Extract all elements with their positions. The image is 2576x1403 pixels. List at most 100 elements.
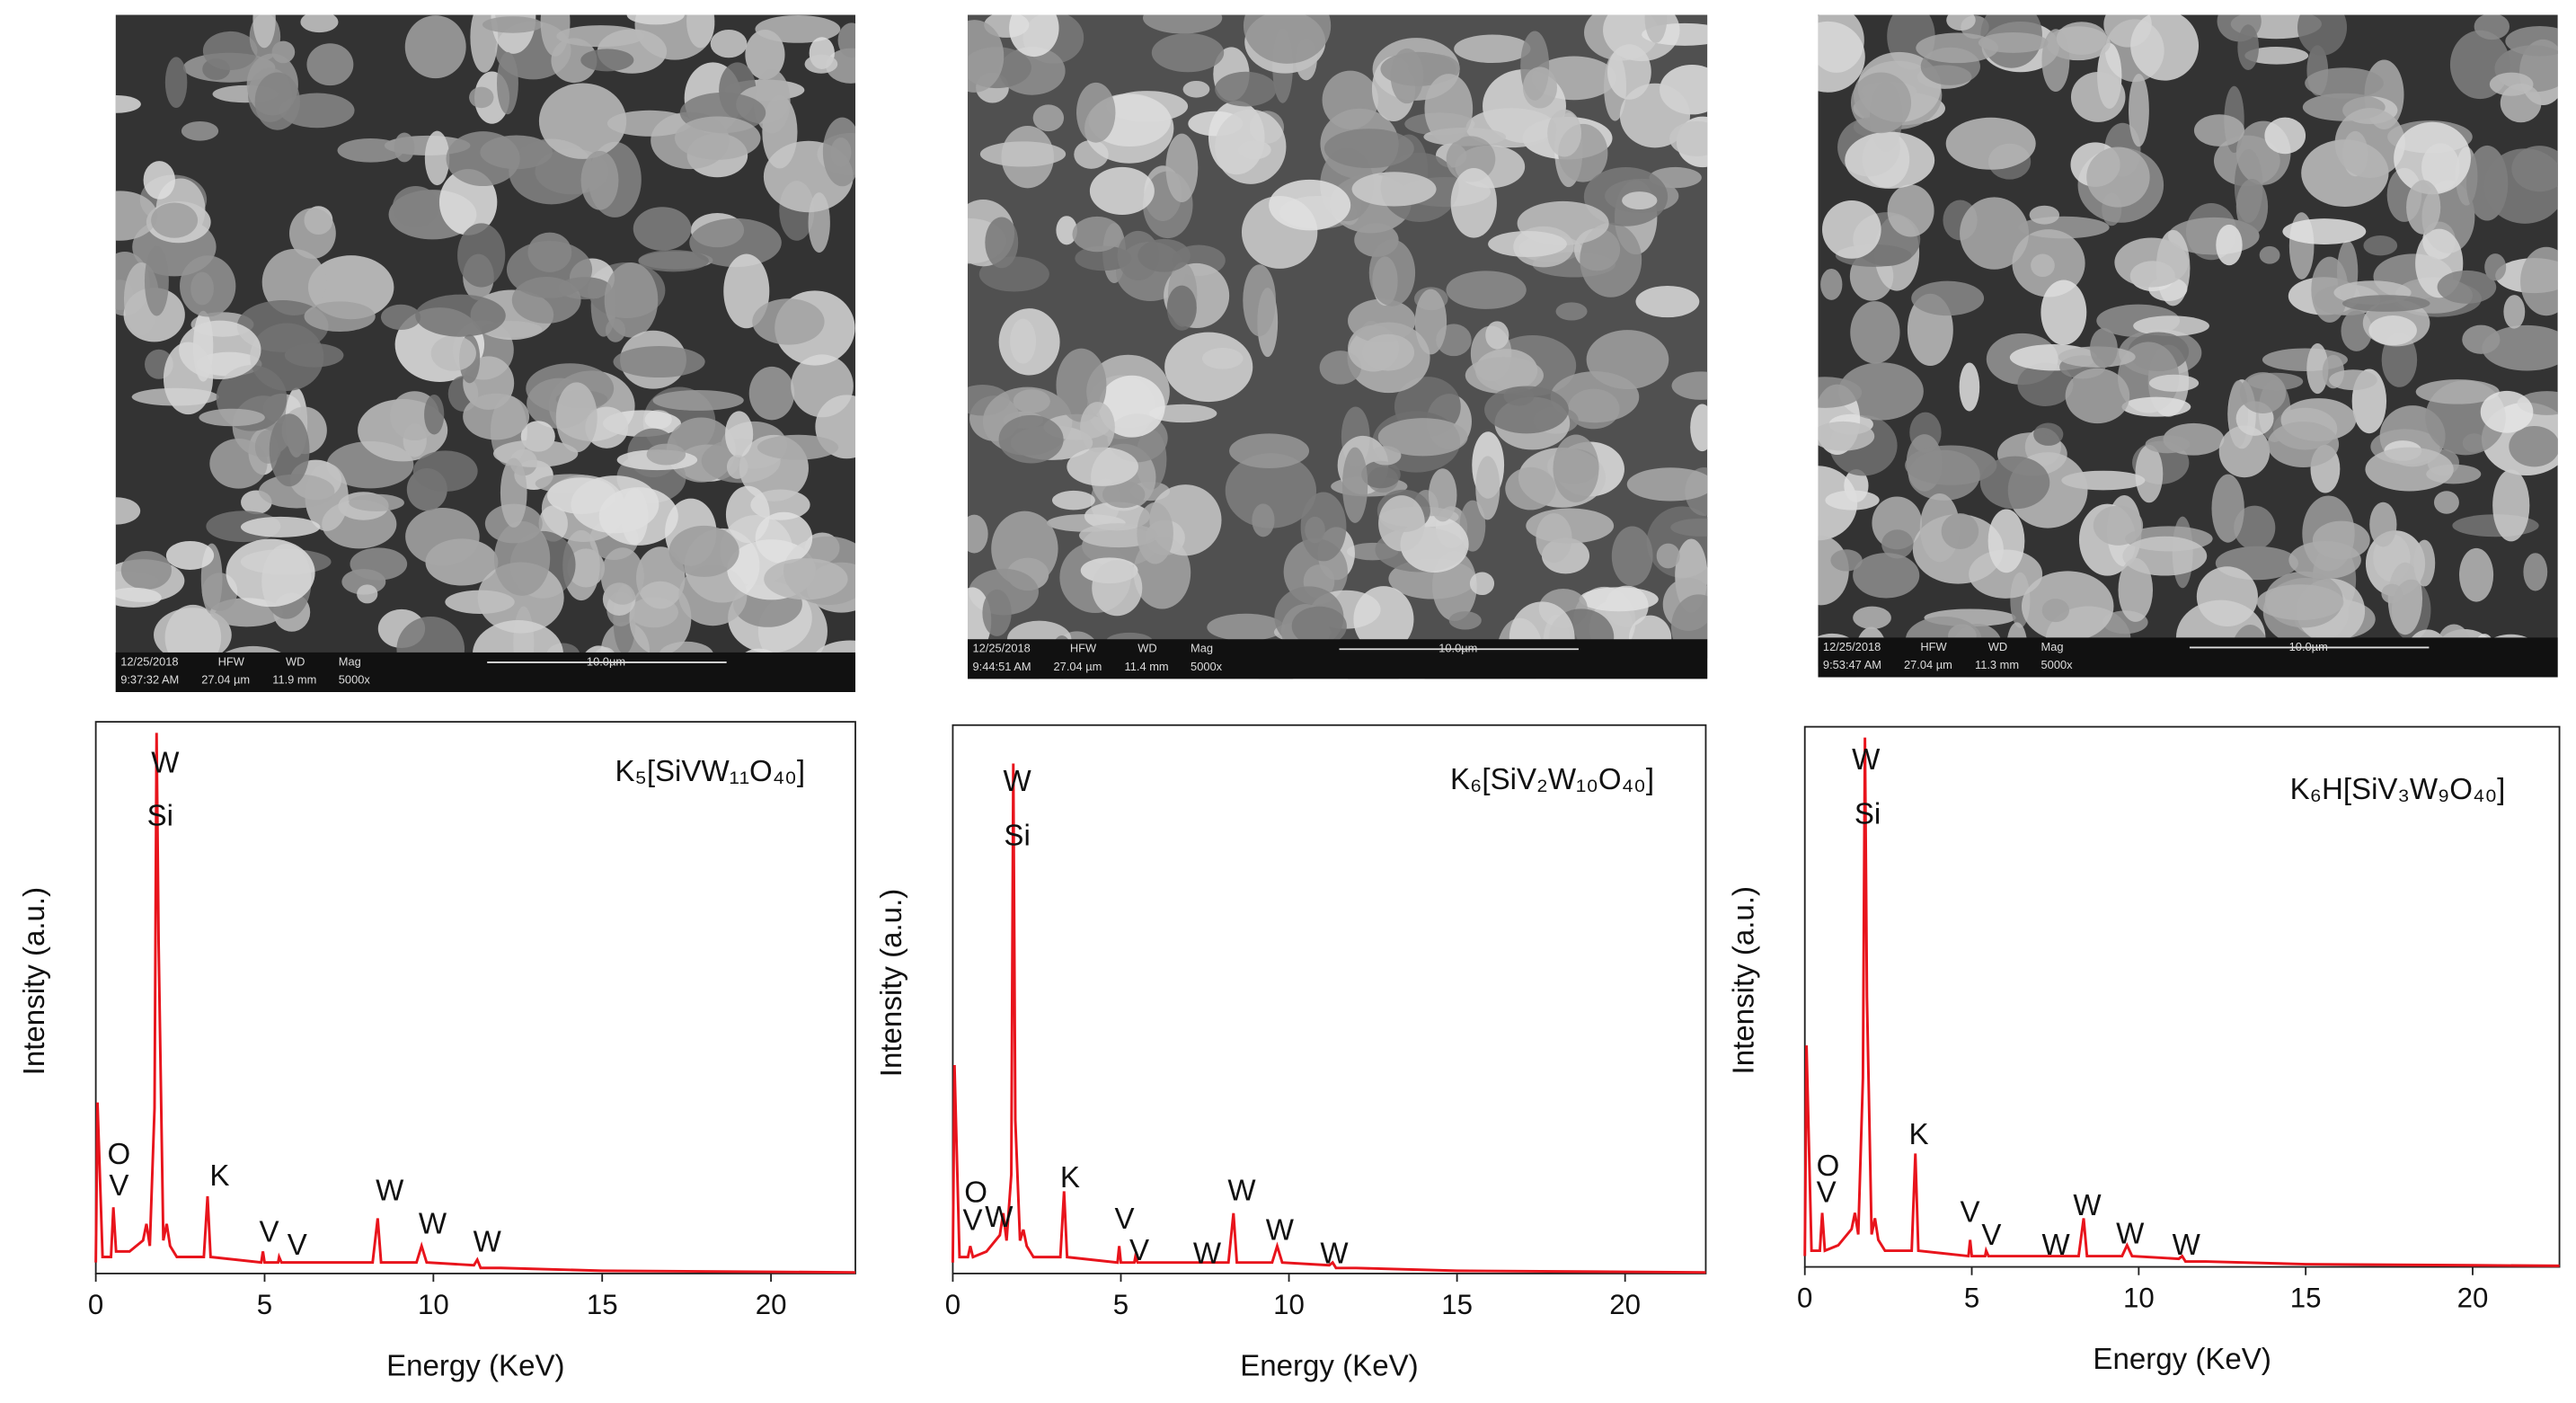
info-text: HFW <box>1920 640 1947 653</box>
particle <box>755 14 841 43</box>
particle <box>967 514 988 554</box>
info-text: 27.04 µm <box>201 673 250 687</box>
particle <box>1818 21 1865 93</box>
peak-label: W <box>2173 1229 2201 1262</box>
particle <box>2130 14 2200 81</box>
particle <box>1243 264 1276 337</box>
particle <box>2264 117 2306 155</box>
particle <box>261 249 327 316</box>
x-tick-label: 5 <box>1113 1289 1129 1320</box>
particle <box>1485 321 1509 350</box>
particle <box>2216 224 2243 266</box>
particle <box>2114 237 2189 288</box>
particle <box>2306 343 2329 395</box>
particle <box>1454 34 1531 64</box>
particle <box>500 457 527 528</box>
peak-label: W <box>1852 743 1881 777</box>
particle <box>115 497 141 525</box>
particle <box>710 29 748 58</box>
info-text: 11.3 mm <box>1975 658 2019 671</box>
particle <box>463 393 530 440</box>
info-text: 5000x <box>339 673 371 687</box>
x-tick-label: 0 <box>1797 1283 1812 1314</box>
particle <box>1207 613 1285 642</box>
particle <box>2363 235 2398 256</box>
particle <box>1987 509 2025 573</box>
particle <box>538 83 627 159</box>
particle <box>2415 379 2500 404</box>
info-text: 27.04 µm <box>1054 660 1102 673</box>
particle <box>2520 246 2558 316</box>
particle <box>633 207 692 251</box>
particle <box>1830 549 1863 572</box>
particle <box>1300 492 1347 562</box>
particle <box>2492 469 2530 542</box>
particle <box>668 525 739 577</box>
particle <box>2505 25 2558 57</box>
particle <box>2394 121 2471 195</box>
particle <box>115 587 162 608</box>
peak-label: W <box>2116 1217 2145 1250</box>
peak-label: O <box>1817 1150 1840 1183</box>
particle <box>1850 301 1900 364</box>
particle <box>1945 117 2036 170</box>
particle <box>2433 491 2459 514</box>
particle <box>1818 536 1849 606</box>
particle <box>1607 44 1651 100</box>
particle <box>240 516 321 537</box>
particle <box>2305 67 2384 99</box>
particle <box>482 16 544 33</box>
particle <box>2482 324 2558 371</box>
particle <box>144 245 169 316</box>
particle <box>2218 425 2271 478</box>
info-text: 12/25/2018 <box>972 642 1030 655</box>
info-text: Mag <box>2041 640 2064 653</box>
particle <box>2484 253 2507 281</box>
particle <box>804 54 838 74</box>
particle <box>202 31 258 71</box>
particle <box>2029 205 2060 225</box>
particle <box>2381 583 2403 604</box>
particle <box>2509 426 2558 467</box>
peak-label: O <box>964 1176 987 1209</box>
peak-label: K <box>1060 1161 1080 1194</box>
particle <box>1229 433 1310 468</box>
formula: K₆[SiV₂W₁₀O₄₀] <box>1450 763 1654 796</box>
peak-label: Si <box>1855 798 1881 831</box>
peak-label: Si <box>1004 819 1030 852</box>
particle <box>2474 14 2510 40</box>
particle <box>1622 191 1658 210</box>
particle <box>164 57 188 108</box>
particle <box>2235 178 2269 235</box>
peak-label: W <box>376 1175 404 1208</box>
particle <box>2459 547 2494 602</box>
peak-label: W <box>419 1207 447 1240</box>
particle <box>180 255 236 317</box>
particle <box>2282 218 2367 244</box>
info-text: 9:53:47 AM <box>1823 658 1881 671</box>
x-axis-label: Energy (KeV) <box>2093 1343 2271 1376</box>
particle <box>1164 332 1253 403</box>
info-text: WD <box>286 654 305 668</box>
particle <box>1851 72 1912 134</box>
particle <box>1446 271 1527 309</box>
particle <box>2480 390 2534 433</box>
particle <box>1821 200 1881 259</box>
info-text: 5000x <box>2041 658 2074 671</box>
particle <box>2196 566 2258 627</box>
particle <box>1503 386 1535 406</box>
particle <box>1690 404 1708 452</box>
particle <box>1526 508 1615 544</box>
particle <box>457 223 506 288</box>
info-text: 11.4 mm <box>1125 660 1169 673</box>
particle <box>2413 539 2436 587</box>
particle <box>1911 280 1985 316</box>
particle <box>2297 14 2348 56</box>
x-tick-label: 10 <box>418 1289 449 1320</box>
peak-label: K <box>1908 1118 1928 1151</box>
particle <box>1670 518 1708 537</box>
particle <box>357 584 378 604</box>
x-tick-label: 10 <box>1273 1289 1305 1320</box>
